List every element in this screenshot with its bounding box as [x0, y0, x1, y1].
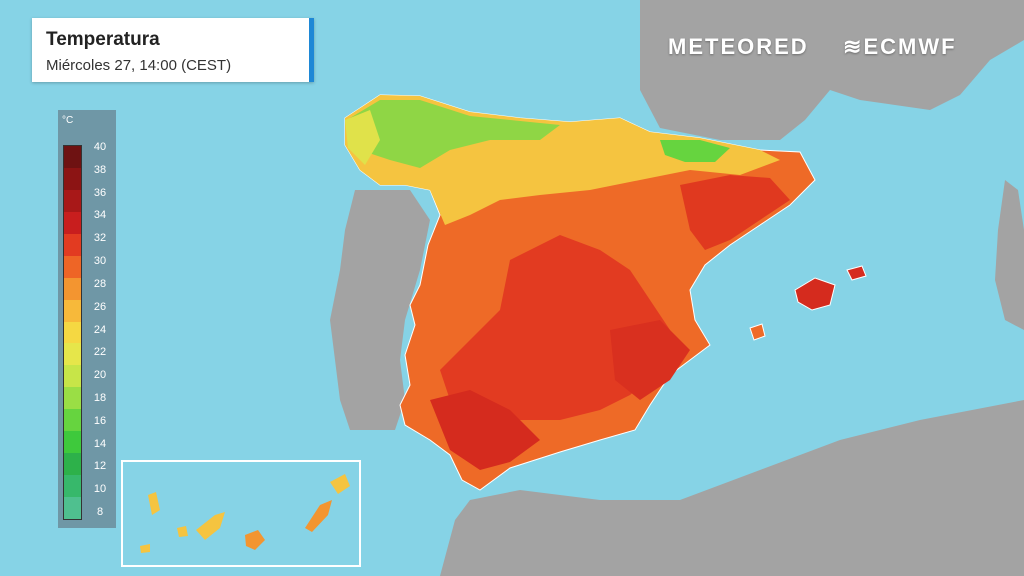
portugal-land	[330, 190, 430, 430]
legend-swatch	[64, 365, 81, 388]
canary-gran-canaria	[245, 530, 265, 550]
legend-swatch	[64, 299, 81, 323]
legend-swatch	[64, 211, 81, 235]
meteored-logo: METEORED	[668, 34, 809, 59]
ecmwf-logo: ≋ECMWF	[843, 34, 957, 60]
legend-tick-label: 40	[93, 141, 107, 153]
canary-lanzarote	[330, 474, 350, 494]
map-title: Temperatura	[46, 29, 160, 50]
legend-swatch	[64, 146, 81, 169]
legend-swatch	[64, 255, 81, 279]
legend-swatch	[64, 321, 81, 344]
legend-swatch	[64, 343, 81, 366]
map-subtitle: Miércoles 27, 14:00 (CEST)	[46, 57, 232, 74]
legend-tick-label: 12	[93, 460, 107, 473]
south-hot	[430, 390, 540, 470]
legend-tick-label: 22	[93, 346, 107, 359]
legend-swatch	[64, 497, 81, 520]
legend-tick-label: 16	[93, 414, 107, 427]
legend-tick-label: 26	[93, 300, 107, 313]
legend-swatch	[64, 277, 81, 301]
ecmwf-text: ECMWF	[863, 34, 957, 59]
canary-el-hierro	[140, 544, 150, 553]
canary-islands-inset	[121, 460, 361, 567]
legend-tick-label: 32	[93, 232, 107, 245]
temperature-legend: °C 40 38 36 34 32 30 28 26 24 22 20 18 16 14 12 10 8	[58, 110, 116, 528]
mallorca	[794, 277, 836, 311]
pyrenees-green	[660, 140, 730, 162]
menorca	[846, 265, 867, 281]
canary-la-gomera	[177, 526, 188, 537]
ecmwf-icon: ≋	[843, 34, 864, 59]
legend-tick-label: 14	[93, 437, 107, 450]
legend-swatch	[64, 233, 81, 257]
canary-tenerife	[196, 512, 225, 540]
legend-tick-label: 20	[93, 369, 107, 382]
legend-swatch	[64, 453, 81, 476]
legend-tick-label: 10	[93, 483, 107, 496]
legend-tick-label: 18	[93, 391, 107, 404]
ibiza	[749, 323, 766, 341]
canary-fuerteventura	[305, 500, 332, 532]
title-box: Temperatura Miércoles 27, 14:00 (CEST)	[32, 18, 314, 82]
legend-colorbar	[63, 145, 82, 520]
legend-tick-label: 24	[93, 323, 107, 336]
africa-land	[440, 400, 1024, 576]
legend-swatch	[64, 475, 81, 498]
legend-tick-label: 30	[93, 255, 107, 268]
legend-swatch	[64, 387, 81, 410]
canary-la-palma	[148, 492, 160, 515]
corsica-sardinia-land	[995, 180, 1024, 330]
murcia-hot	[610, 320, 690, 400]
legend-swatch	[64, 167, 81, 191]
title-accent	[309, 18, 314, 82]
legend-tick-label: 28	[93, 277, 107, 290]
legend-tick-label: 34	[93, 209, 107, 222]
legend-tick-label: 38	[93, 163, 107, 176]
ebro-hot	[680, 175, 790, 250]
legend-swatch	[64, 431, 81, 454]
cantabrian-green	[350, 100, 560, 168]
legend-swatch	[64, 409, 81, 432]
legend-unit: °C	[62, 115, 74, 126]
france-land	[640, 0, 1024, 140]
galicia-yellow	[345, 110, 380, 165]
legend-tick-label: 8	[96, 506, 104, 518]
legend-swatch	[64, 189, 81, 213]
center-hot	[440, 235, 670, 420]
legend-tick-label: 36	[93, 186, 107, 199]
